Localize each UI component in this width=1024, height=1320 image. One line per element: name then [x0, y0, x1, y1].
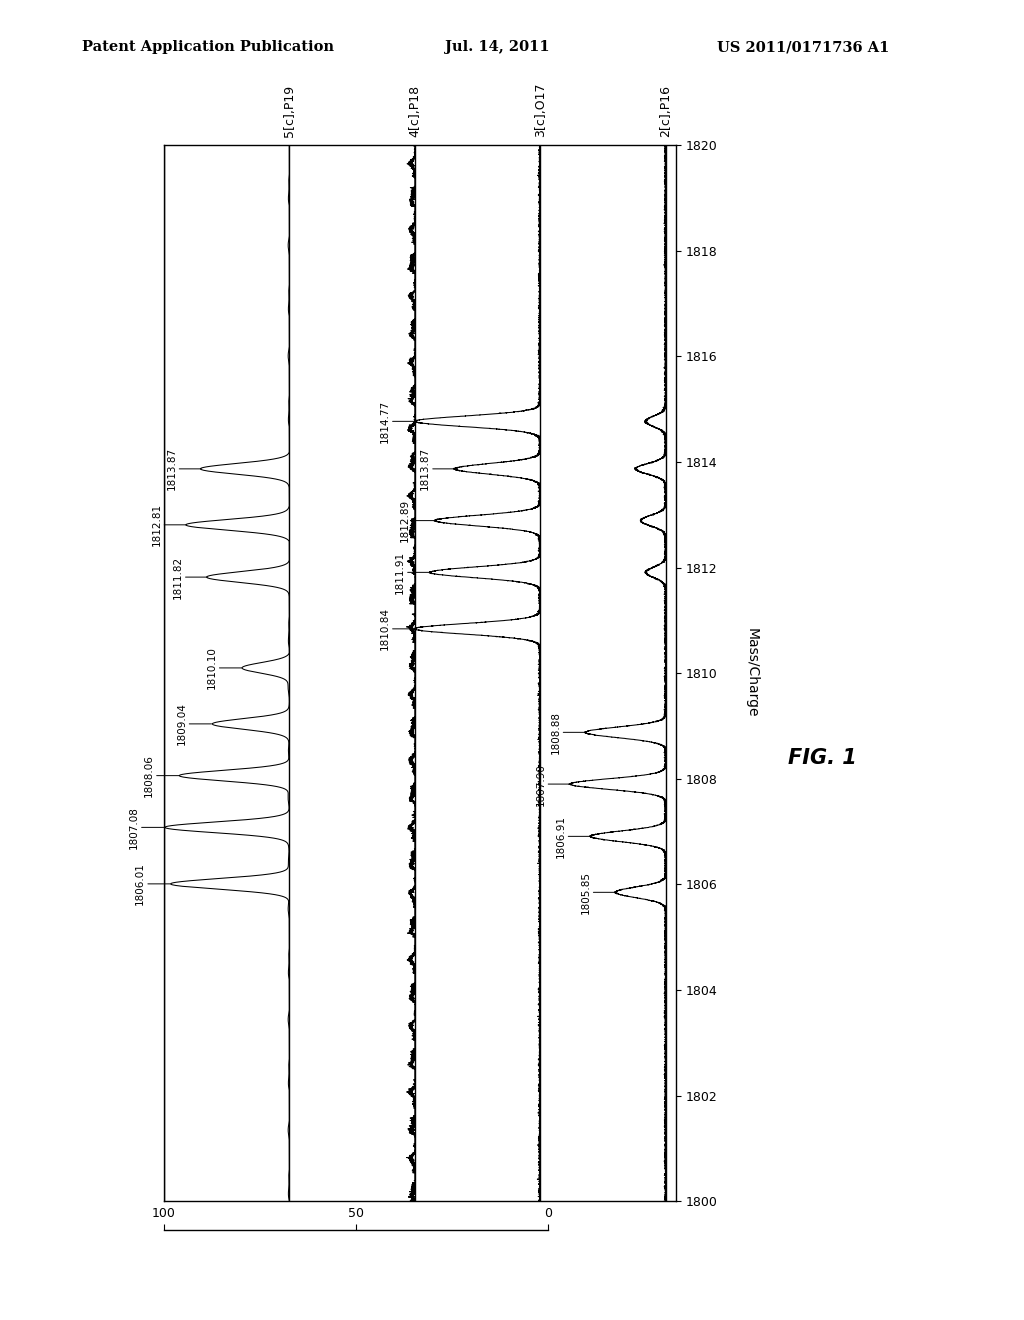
Text: 1808.06: 1808.06 — [144, 754, 179, 797]
Text: 2[c],P16: 2[c],P16 — [659, 84, 673, 137]
Text: 1807.08: 1807.08 — [129, 807, 164, 849]
Text: Patent Application Publication: Patent Application Publication — [82, 40, 334, 54]
Text: 1807.90: 1807.90 — [536, 763, 570, 805]
Text: US 2011/0171736 A1: US 2011/0171736 A1 — [717, 40, 889, 54]
Text: 1806.91: 1806.91 — [555, 814, 591, 858]
Text: 4[c],P18: 4[c],P18 — [409, 84, 421, 137]
Y-axis label: Mass/Charge: Mass/Charge — [745, 628, 759, 718]
Text: 5[c],P19: 5[c],P19 — [283, 84, 296, 137]
Text: 1812.89: 1812.89 — [400, 499, 435, 543]
Text: 1811.82: 1811.82 — [173, 556, 208, 599]
Text: 1810.84: 1810.84 — [380, 607, 415, 651]
Text: 1812.81: 1812.81 — [152, 503, 186, 546]
Text: 1813.87: 1813.87 — [420, 447, 455, 491]
Text: 1806.01: 1806.01 — [135, 862, 170, 906]
Text: 1814.77: 1814.77 — [380, 400, 415, 444]
Text: 1805.85: 1805.85 — [581, 871, 615, 913]
Text: 1810.10: 1810.10 — [207, 647, 242, 689]
Text: 1808.88: 1808.88 — [551, 711, 586, 754]
Text: FIG. 1: FIG. 1 — [788, 747, 857, 768]
Text: 1811.91: 1811.91 — [395, 550, 430, 594]
Text: 3[c],O17: 3[c],O17 — [534, 82, 547, 137]
Text: Jul. 14, 2011: Jul. 14, 2011 — [445, 40, 550, 54]
Text: 1813.87: 1813.87 — [167, 447, 202, 491]
Text: 1809.04: 1809.04 — [176, 702, 212, 746]
